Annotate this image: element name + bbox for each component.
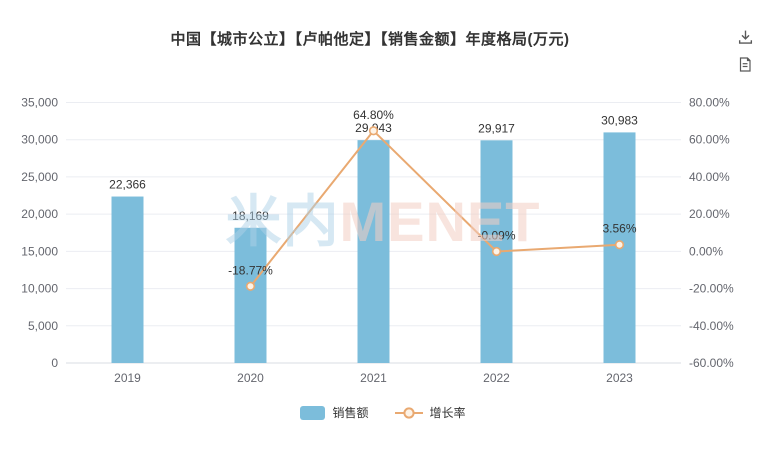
growth-line-marker[interactable] (614, 240, 625, 250)
right-axis-tick: 0.00% (689, 244, 723, 258)
page-title: 中国【城市公立】【卢帕他定】【销售金额】年度格局(万元) (170, 31, 570, 48)
x-axis-label: 2020 (237, 371, 264, 385)
line-series-swatch (394, 406, 423, 420)
right-axis-tick: -20.00% (689, 282, 734, 296)
bar-value-label: 22,366 (109, 178, 146, 192)
left-axis-tick: 25,000 (21, 170, 58, 184)
left-axis-tick: 20,000 (21, 207, 58, 221)
report-icon[interactable] (735, 54, 755, 74)
left-axis-tick: 15,000 (21, 244, 58, 258)
bar-2021[interactable] (357, 140, 390, 363)
x-axis-label: 2019 (114, 371, 141, 385)
bar-series-swatch (300, 405, 326, 420)
growth-line-marker[interactable] (368, 126, 379, 136)
left-axis-tick: 10,000 (21, 282, 58, 296)
bar-2019[interactable] (111, 196, 144, 363)
left-axis-tick: 0 (51, 356, 58, 370)
x-axis-label: 2021 (360, 371, 387, 385)
growth-line-marker[interactable] (245, 281, 256, 291)
bar-value-label: 29,917 (478, 121, 515, 135)
chart-toolbar (734, 27, 756, 74)
growth-value-label: -0.09% (477, 229, 515, 243)
x-axis-label: 2022 (483, 371, 510, 385)
bar-2020[interactable] (234, 227, 267, 363)
right-axis-tick: -40.00% (689, 319, 734, 333)
right-axis-tick: -60.00% (689, 356, 734, 370)
legend-item-growth[interactable]: 增长率 (394, 404, 466, 421)
legend-label-growth: 增长率 (429, 406, 466, 420)
bar-value-label: 18,169 (232, 209, 269, 223)
x-axis-label: 2023 (606, 371, 633, 385)
right-axis-tick: 40.00% (689, 170, 730, 184)
growth-value-label: -18.77% (228, 263, 273, 277)
left-axis-tick: 5,000 (28, 319, 58, 333)
left-axis-tick: 35,000 (21, 96, 58, 110)
left-axis-tick: 30,000 (21, 133, 58, 147)
legend-label-sales: 销售额 (332, 406, 369, 420)
legend-item-sales[interactable]: 销售额 (300, 404, 369, 421)
right-axis-tick: 60.00% (689, 133, 730, 147)
chart-legend: 销售额 增长率 (0, 404, 766, 421)
growth-value-label: 64.80% (353, 108, 394, 122)
growth-value-label: 3.56% (602, 222, 636, 236)
bar-value-label: 30,983 (601, 113, 638, 127)
right-axis-tick: 80.00% (689, 96, 730, 110)
download-icon[interactable] (735, 27, 755, 47)
growth-line-marker[interactable] (491, 246, 502, 257)
growth-line[interactable] (249, 129, 620, 287)
right-axis-tick: 20.00% (689, 207, 730, 221)
